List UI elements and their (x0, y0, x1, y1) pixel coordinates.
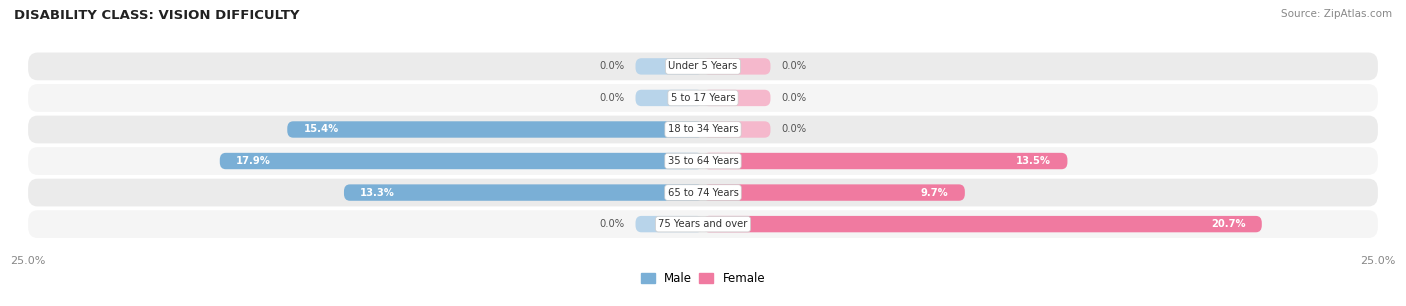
Text: 20.7%: 20.7% (1211, 219, 1246, 229)
FancyBboxPatch shape (636, 216, 703, 232)
FancyBboxPatch shape (287, 121, 703, 138)
Text: 13.5%: 13.5% (1017, 156, 1052, 166)
FancyBboxPatch shape (28, 53, 1378, 80)
Text: DISABILITY CLASS: VISION DIFFICULTY: DISABILITY CLASS: VISION DIFFICULTY (14, 9, 299, 22)
FancyBboxPatch shape (28, 84, 1378, 112)
Text: 65 to 74 Years: 65 to 74 Years (668, 188, 738, 198)
FancyBboxPatch shape (28, 179, 1378, 207)
FancyBboxPatch shape (28, 116, 1378, 144)
FancyBboxPatch shape (28, 147, 1378, 175)
Text: 0.0%: 0.0% (599, 219, 624, 229)
Text: 9.7%: 9.7% (921, 188, 949, 198)
FancyBboxPatch shape (703, 90, 770, 106)
Text: 15.4%: 15.4% (304, 125, 339, 134)
Text: 18 to 34 Years: 18 to 34 Years (668, 125, 738, 134)
FancyBboxPatch shape (344, 185, 703, 201)
FancyBboxPatch shape (636, 58, 703, 75)
Text: Source: ZipAtlas.com: Source: ZipAtlas.com (1281, 9, 1392, 19)
Text: 13.3%: 13.3% (360, 188, 395, 198)
FancyBboxPatch shape (219, 153, 703, 169)
FancyBboxPatch shape (703, 121, 770, 138)
Text: 0.0%: 0.0% (782, 125, 807, 134)
FancyBboxPatch shape (28, 210, 1378, 238)
Text: 17.9%: 17.9% (236, 156, 271, 166)
FancyBboxPatch shape (703, 153, 1067, 169)
FancyBboxPatch shape (703, 58, 770, 75)
FancyBboxPatch shape (703, 185, 965, 201)
Text: 35 to 64 Years: 35 to 64 Years (668, 156, 738, 166)
Text: 5 to 17 Years: 5 to 17 Years (671, 93, 735, 103)
Text: 0.0%: 0.0% (599, 93, 624, 103)
Text: 0.0%: 0.0% (599, 62, 624, 71)
FancyBboxPatch shape (703, 216, 1261, 232)
Text: 0.0%: 0.0% (782, 62, 807, 71)
Text: Under 5 Years: Under 5 Years (668, 62, 738, 71)
FancyBboxPatch shape (636, 90, 703, 106)
Text: 0.0%: 0.0% (782, 93, 807, 103)
Text: 75 Years and over: 75 Years and over (658, 219, 748, 229)
Legend: Male, Female: Male, Female (636, 268, 770, 290)
